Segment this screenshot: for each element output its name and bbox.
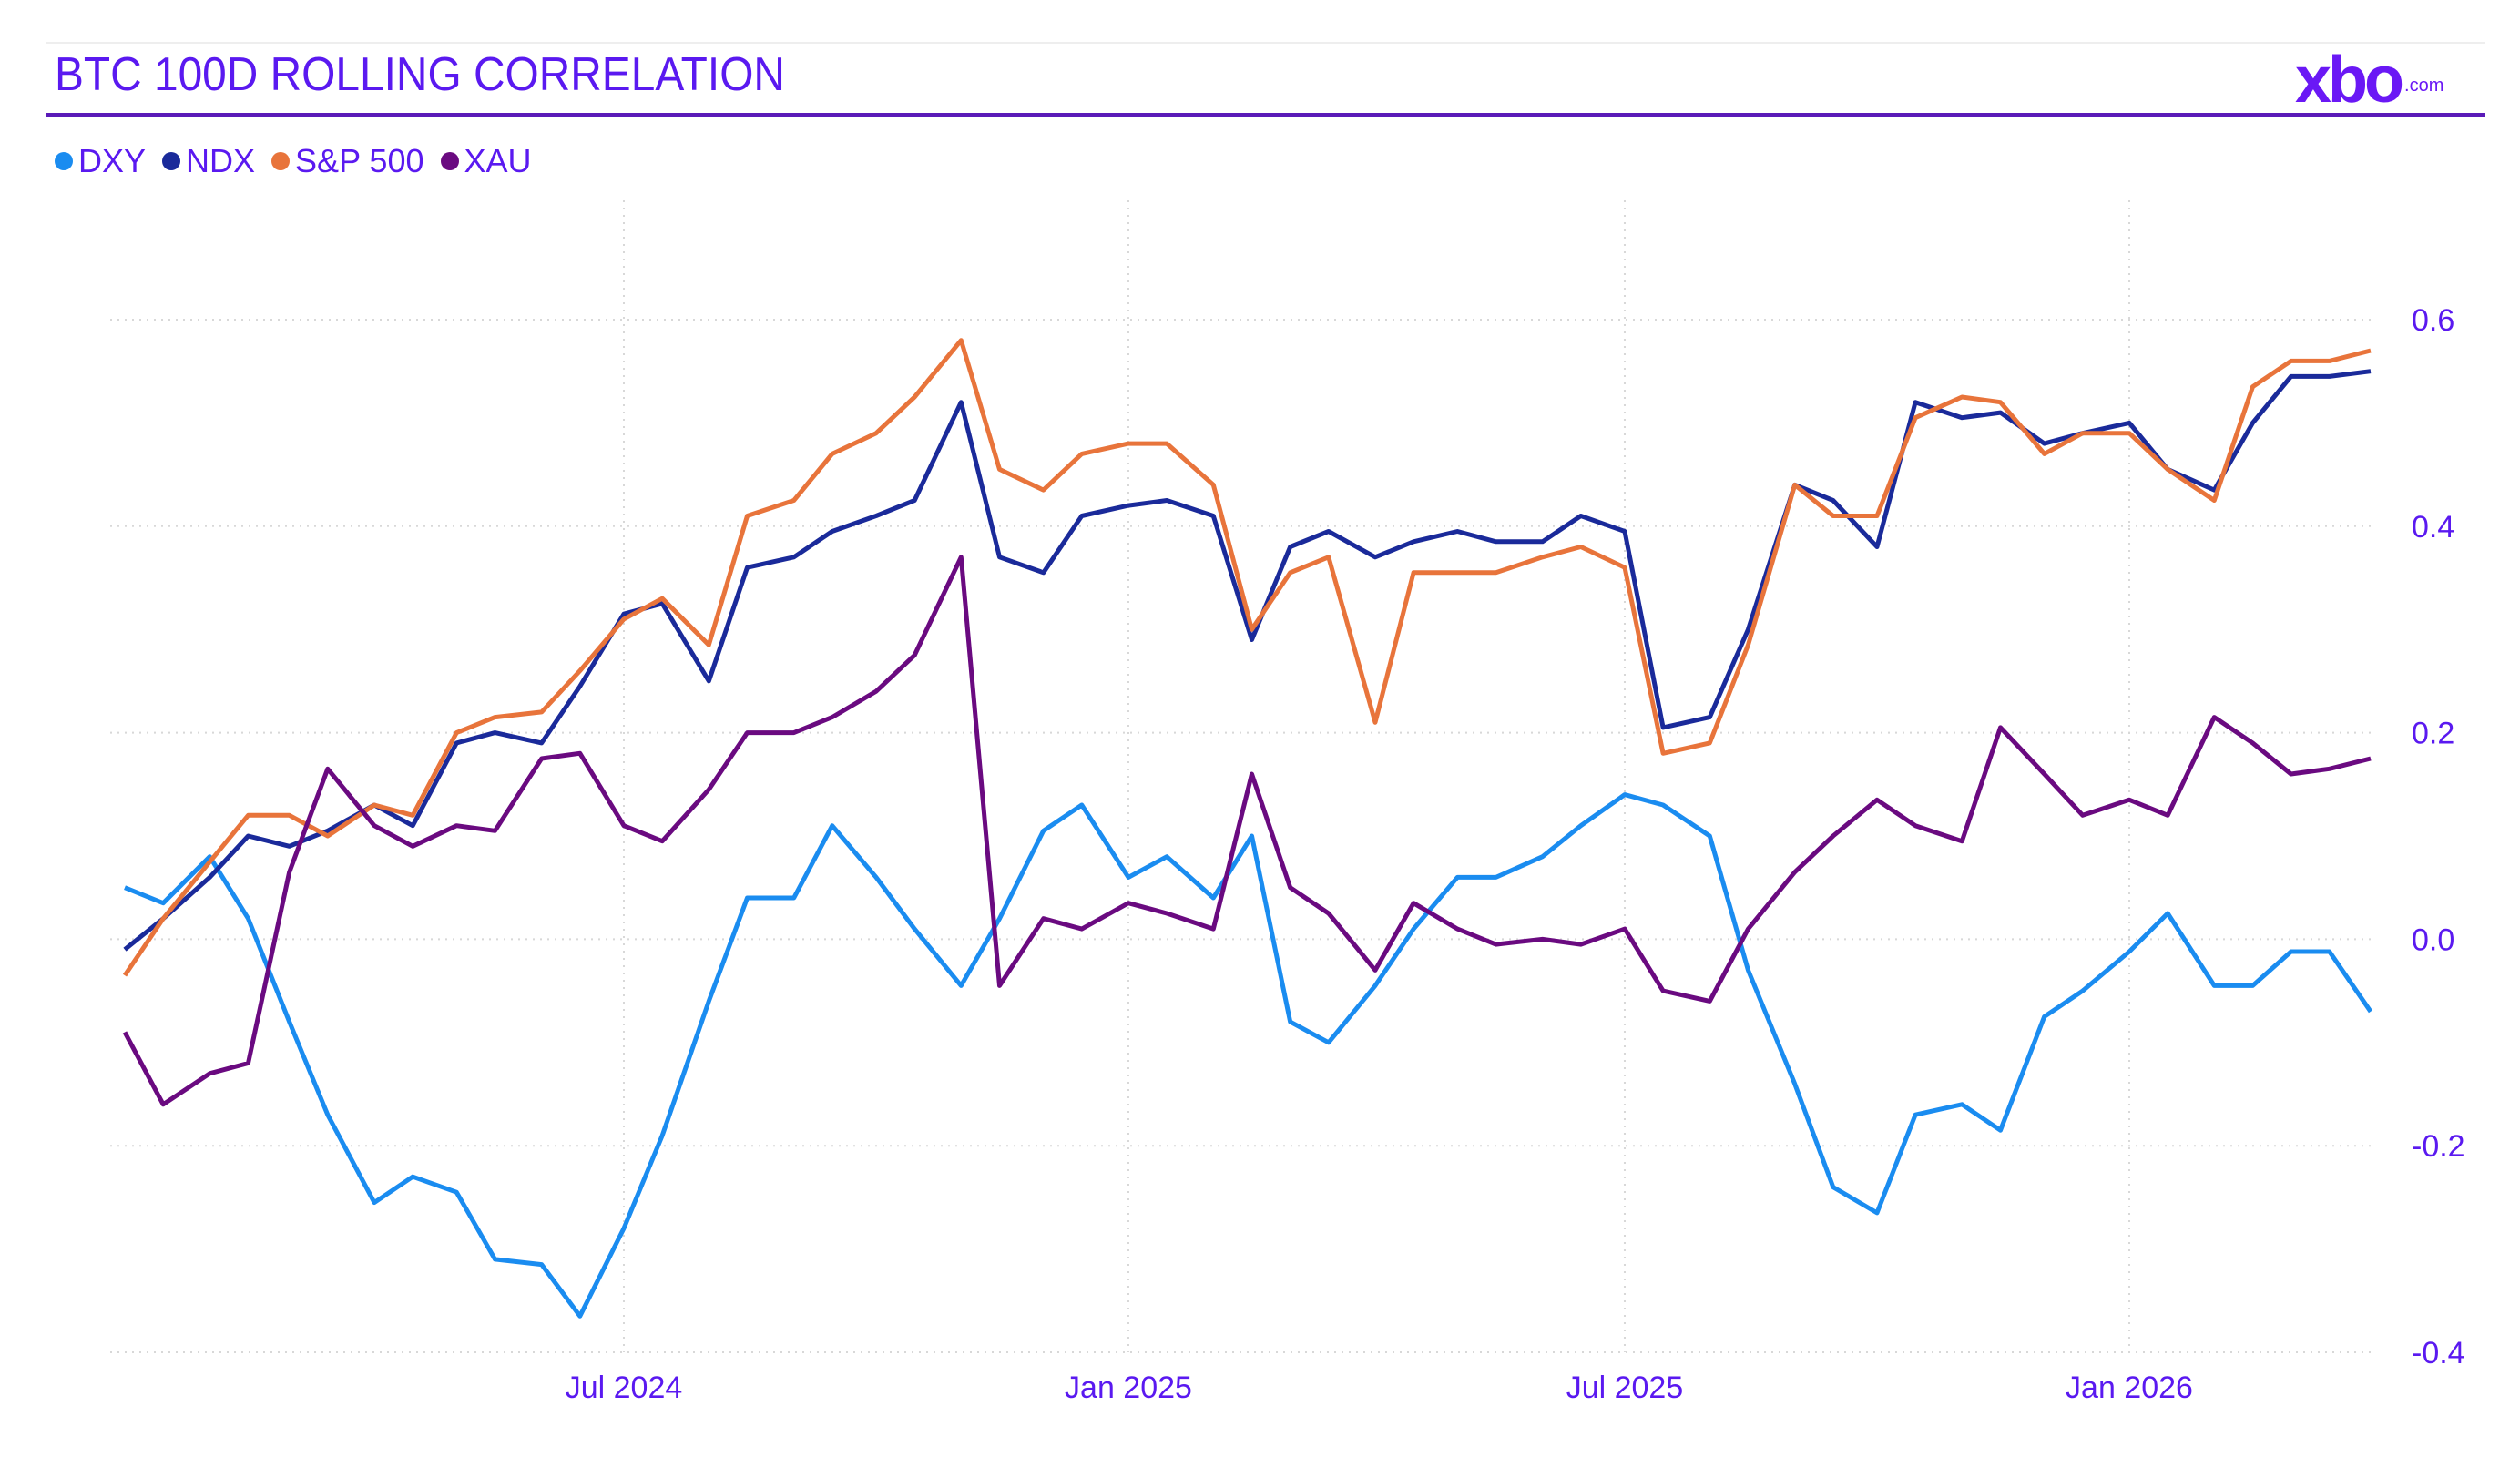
x-tick-label: Jul 2025 — [1566, 1370, 1684, 1405]
legend-dot-ndx — [162, 152, 181, 170]
legend: DXY NDX S&P 500 XAU — [55, 142, 532, 180]
y-tick-label: -0.4 — [2412, 1336, 2465, 1370]
logo-suffix: .com — [2404, 76, 2444, 96]
legend-dot-dxy — [55, 152, 73, 170]
chart-title: BTC 100D ROLLING CORRELATION — [55, 48, 785, 101]
legend-label: S&P 500 — [295, 142, 424, 179]
legend-label: NDX — [186, 142, 256, 179]
legend-label: DXY — [78, 142, 147, 179]
legend-item-ndx[interactable]: NDX — [162, 142, 255, 180]
y-tick-label: 0.4 — [2412, 510, 2454, 545]
y-tick-label: -0.2 — [2412, 1129, 2465, 1164]
legend-item-dxy[interactable]: DXY — [55, 142, 146, 180]
top-border — [46, 42, 2485, 44]
logo-text: xbo — [2295, 44, 2404, 117]
x-tick-label: Jan 2025 — [1065, 1370, 1192, 1405]
legend-dot-sp500 — [271, 152, 291, 170]
series-line-sp500 — [122, 338, 2372, 977]
title-underline — [46, 113, 2485, 117]
xbo-logo: xbo .com — [2295, 47, 2444, 113]
y-tick-label: 0.6 — [2412, 303, 2454, 338]
series-line-xau — [122, 555, 2372, 1107]
y-tick-label: 0.2 — [2412, 717, 2454, 751]
x-tick-label: Jul 2024 — [566, 1370, 683, 1405]
series-line-ndx — [123, 369, 2372, 952]
legend-label: XAU — [464, 142, 532, 179]
legend-item-sp500[interactable]: S&P 500 — [271, 142, 424, 180]
y-tick-label: 0.0 — [2412, 922, 2454, 957]
legend-dot-xau — [440, 152, 459, 170]
legend-item-xau[interactable]: XAU — [440, 142, 532, 180]
x-tick-label: Jan 2026 — [2066, 1370, 2193, 1405]
series-line-dxy — [124, 792, 2373, 1319]
